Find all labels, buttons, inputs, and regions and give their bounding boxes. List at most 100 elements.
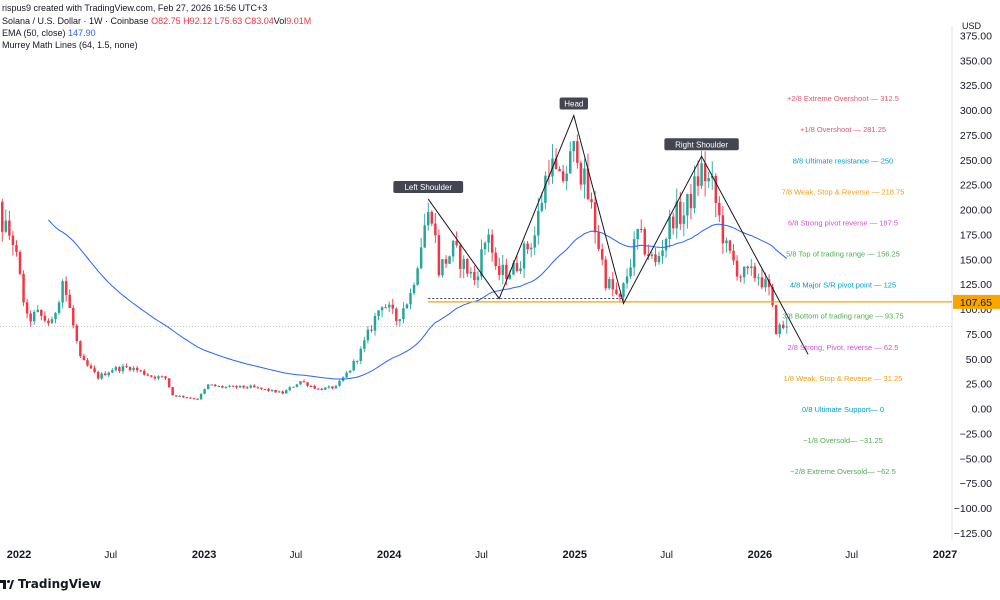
candle-up [483, 242, 487, 250]
candle-up [632, 239, 636, 268]
candle-up [664, 239, 668, 251]
candle-up [61, 281, 64, 303]
candle-down [192, 398, 196, 400]
candle-up [224, 386, 228, 388]
last-price-badge[interactable] [953, 294, 1000, 309]
candle-down [455, 240, 458, 246]
candle-up [533, 235, 536, 248]
candle-down [735, 260, 739, 277]
candle-down [221, 385, 224, 388]
candle-up [32, 311, 36, 322]
candle-down [331, 386, 334, 389]
murrey-line-label: +2/8 Extreme Overshoot — 312.5 [787, 94, 899, 103]
candle-up [522, 243, 526, 269]
candle-up [405, 304, 409, 309]
candle-down [15, 245, 18, 253]
murrey-line-label: +1/8 Overshoot — 281.25 [800, 125, 886, 134]
open-value: O82.75 [151, 16, 181, 26]
murrey-line-label: 2/8 Strong, Pivot, reverse — 62.5 [788, 343, 899, 352]
murrey-line-label: −1/8 Oversold— −31.25 [803, 436, 883, 445]
candle-up [277, 391, 281, 393]
price-tick-label: 150.00 [960, 254, 992, 266]
candle-down [395, 308, 398, 321]
candle-down [245, 387, 249, 389]
price-tick-label: −50.00 [960, 453, 993, 465]
candle-up [419, 247, 423, 269]
ema-legend[interactable]: EMA (50, close) 147.90 [2, 28, 96, 39]
candle-up [206, 384, 210, 390]
candle-up [334, 385, 338, 389]
murrey-line-label: 8/8 Ultimate resistance — 250 [793, 156, 893, 165]
candle-up [377, 310, 380, 316]
candle-down [526, 243, 529, 250]
price-tick-label: 250.00 [960, 155, 992, 167]
candle-up [402, 308, 405, 320]
time-tick-label: Jul [845, 550, 858, 561]
candle-down [458, 245, 462, 269]
candle-up [299, 381, 302, 385]
candle-up [519, 268, 522, 272]
candle-up [359, 348, 363, 361]
candle-up [36, 309, 40, 312]
candle-up [707, 178, 710, 182]
candle-up [462, 259, 465, 269]
candle-down [604, 259, 607, 289]
price-axis-currency: USD [962, 21, 982, 31]
candle-down [679, 201, 682, 224]
price-tick-label: 325.00 [960, 80, 992, 92]
candle-down [167, 378, 171, 388]
time-tick-label: 2025 [563, 549, 587, 561]
candle-down [576, 141, 579, 163]
murrey-line-label: 3/8 Bottom of trading range — 93.75 [782, 312, 903, 321]
candle-down [43, 315, 47, 321]
murrey-line-label: 1/8 Weak, Stop & Reverse — 31.25 [784, 374, 903, 383]
price-tick-label: 50.00 [966, 354, 992, 366]
candle-down [18, 252, 22, 274]
candle-up [540, 202, 544, 211]
candle-down [309, 385, 313, 387]
candle-up [650, 254, 654, 257]
candle-up [725, 240, 728, 244]
candle-up [285, 390, 288, 394]
candle-up [693, 176, 696, 209]
candle-down [171, 387, 174, 396]
candle-up [327, 386, 331, 388]
candle-up [441, 259, 444, 276]
candle-down [267, 389, 270, 391]
candle-up [608, 279, 611, 289]
candle-up [750, 266, 753, 269]
candle-down [586, 168, 590, 200]
candle-down [256, 387, 260, 389]
candle-up [686, 193, 689, 216]
candle-down [316, 388, 320, 390]
candle-down [721, 215, 725, 244]
price-tick-label: −125.00 [954, 528, 992, 540]
candle-up [625, 276, 629, 284]
candle-down [430, 211, 434, 224]
candle-down [253, 385, 256, 388]
candle-down [618, 293, 622, 297]
ema-50-line [48, 219, 788, 380]
candle-down [79, 341, 82, 357]
candle-down [671, 216, 675, 229]
candle-down [64, 281, 68, 295]
last-price-label: 107.65 [960, 297, 992, 309]
murrey-line-label: 4/8 Major S/R pivot point — 125 [790, 281, 896, 290]
candle-up [501, 264, 505, 275]
time-tick-label: Jul [104, 550, 117, 561]
candle-down [153, 376, 157, 379]
candle-down [260, 387, 263, 389]
candle-down [40, 309, 43, 316]
candle-down [25, 302, 29, 314]
candle-up [352, 360, 355, 371]
time-tick-label: 2024 [377, 549, 402, 561]
candle-down [281, 391, 284, 394]
candle-down [72, 307, 75, 326]
pattern-label: Right Shoulder [675, 140, 728, 149]
candle-down [182, 395, 185, 398]
symbol-legend[interactable]: Solana / U.S. Dollar · 1W · Coinbase O82… [2, 16, 311, 27]
candle-up [657, 256, 661, 263]
candle-up [50, 319, 54, 324]
murrey-legend[interactable]: Murrey Math Lines (64, 1.5, none) [2, 40, 138, 51]
